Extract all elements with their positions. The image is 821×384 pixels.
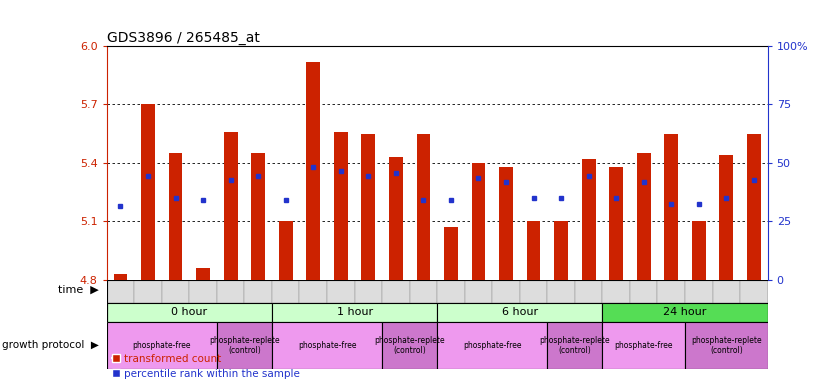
- Bar: [437, 322, 548, 369]
- Bar: [493, 280, 520, 303]
- Text: phosphate-free: phosphate-free: [132, 341, 191, 350]
- Bar: [306, 62, 320, 280]
- Text: phosphate-replete
(control): phosphate-replete (control): [691, 336, 762, 355]
- Bar: [190, 280, 217, 303]
- Bar: [713, 280, 740, 303]
- Bar: [554, 221, 568, 280]
- Bar: [224, 132, 237, 280]
- Bar: [471, 163, 485, 280]
- Bar: [272, 322, 382, 369]
- Text: 0 hour: 0 hour: [172, 308, 208, 318]
- Bar: [334, 132, 347, 280]
- Bar: [251, 153, 265, 280]
- Bar: [141, 104, 155, 280]
- Text: time  ▶: time ▶: [57, 285, 99, 295]
- Bar: [107, 322, 217, 369]
- Bar: [685, 280, 713, 303]
- Bar: [245, 280, 272, 303]
- Bar: [603, 303, 768, 322]
- Bar: [162, 280, 190, 303]
- Bar: [527, 221, 540, 280]
- Bar: [300, 280, 327, 303]
- Bar: [465, 280, 493, 303]
- Bar: [107, 280, 135, 303]
- Bar: [664, 134, 678, 280]
- Bar: [658, 280, 685, 303]
- Bar: [747, 134, 761, 280]
- Text: phosphate-free: phosphate-free: [298, 341, 356, 350]
- Bar: [520, 280, 548, 303]
- Text: GDS3896 / 265485_at: GDS3896 / 265485_at: [107, 31, 259, 45]
- Text: phosphate-replete
(control): phosphate-replete (control): [374, 336, 445, 355]
- Bar: [327, 280, 355, 303]
- Text: 6 hour: 6 hour: [502, 308, 538, 318]
- Bar: [168, 153, 182, 280]
- Bar: [382, 280, 410, 303]
- Bar: [548, 280, 575, 303]
- Text: phosphate-free: phosphate-free: [614, 341, 673, 350]
- Bar: [603, 280, 630, 303]
- Bar: [719, 155, 733, 280]
- Bar: [548, 322, 603, 369]
- Bar: [444, 227, 458, 280]
- Bar: [389, 157, 403, 280]
- Bar: [416, 134, 430, 280]
- Text: phosphate-replete
(control): phosphate-replete (control): [209, 336, 280, 355]
- Bar: [196, 268, 210, 280]
- Bar: [135, 280, 162, 303]
- Legend: transformed count, percentile rank within the sample: transformed count, percentile rank withi…: [112, 354, 300, 379]
- Bar: [361, 134, 375, 280]
- Text: 1 hour: 1 hour: [337, 308, 373, 318]
- Bar: [637, 153, 650, 280]
- Bar: [740, 280, 768, 303]
- Bar: [575, 280, 603, 303]
- Bar: [272, 280, 300, 303]
- Bar: [382, 322, 437, 369]
- Bar: [107, 303, 272, 322]
- Bar: [355, 280, 382, 303]
- Bar: [217, 280, 245, 303]
- Text: phosphate-replete
(control): phosphate-replete (control): [539, 336, 610, 355]
- Bar: [113, 274, 127, 280]
- Bar: [685, 322, 768, 369]
- Bar: [630, 280, 658, 303]
- Bar: [582, 159, 595, 280]
- Text: phosphate-free: phosphate-free: [463, 341, 521, 350]
- Bar: [217, 322, 272, 369]
- Bar: [692, 221, 706, 280]
- Bar: [410, 280, 438, 303]
- Bar: [279, 221, 292, 280]
- Text: 24 hour: 24 hour: [663, 308, 707, 318]
- Bar: [499, 167, 513, 280]
- Bar: [603, 322, 685, 369]
- Text: growth protocol  ▶: growth protocol ▶: [2, 340, 99, 350]
- Bar: [437, 280, 465, 303]
- Bar: [437, 303, 603, 322]
- Bar: [609, 167, 623, 280]
- Bar: [272, 303, 438, 322]
